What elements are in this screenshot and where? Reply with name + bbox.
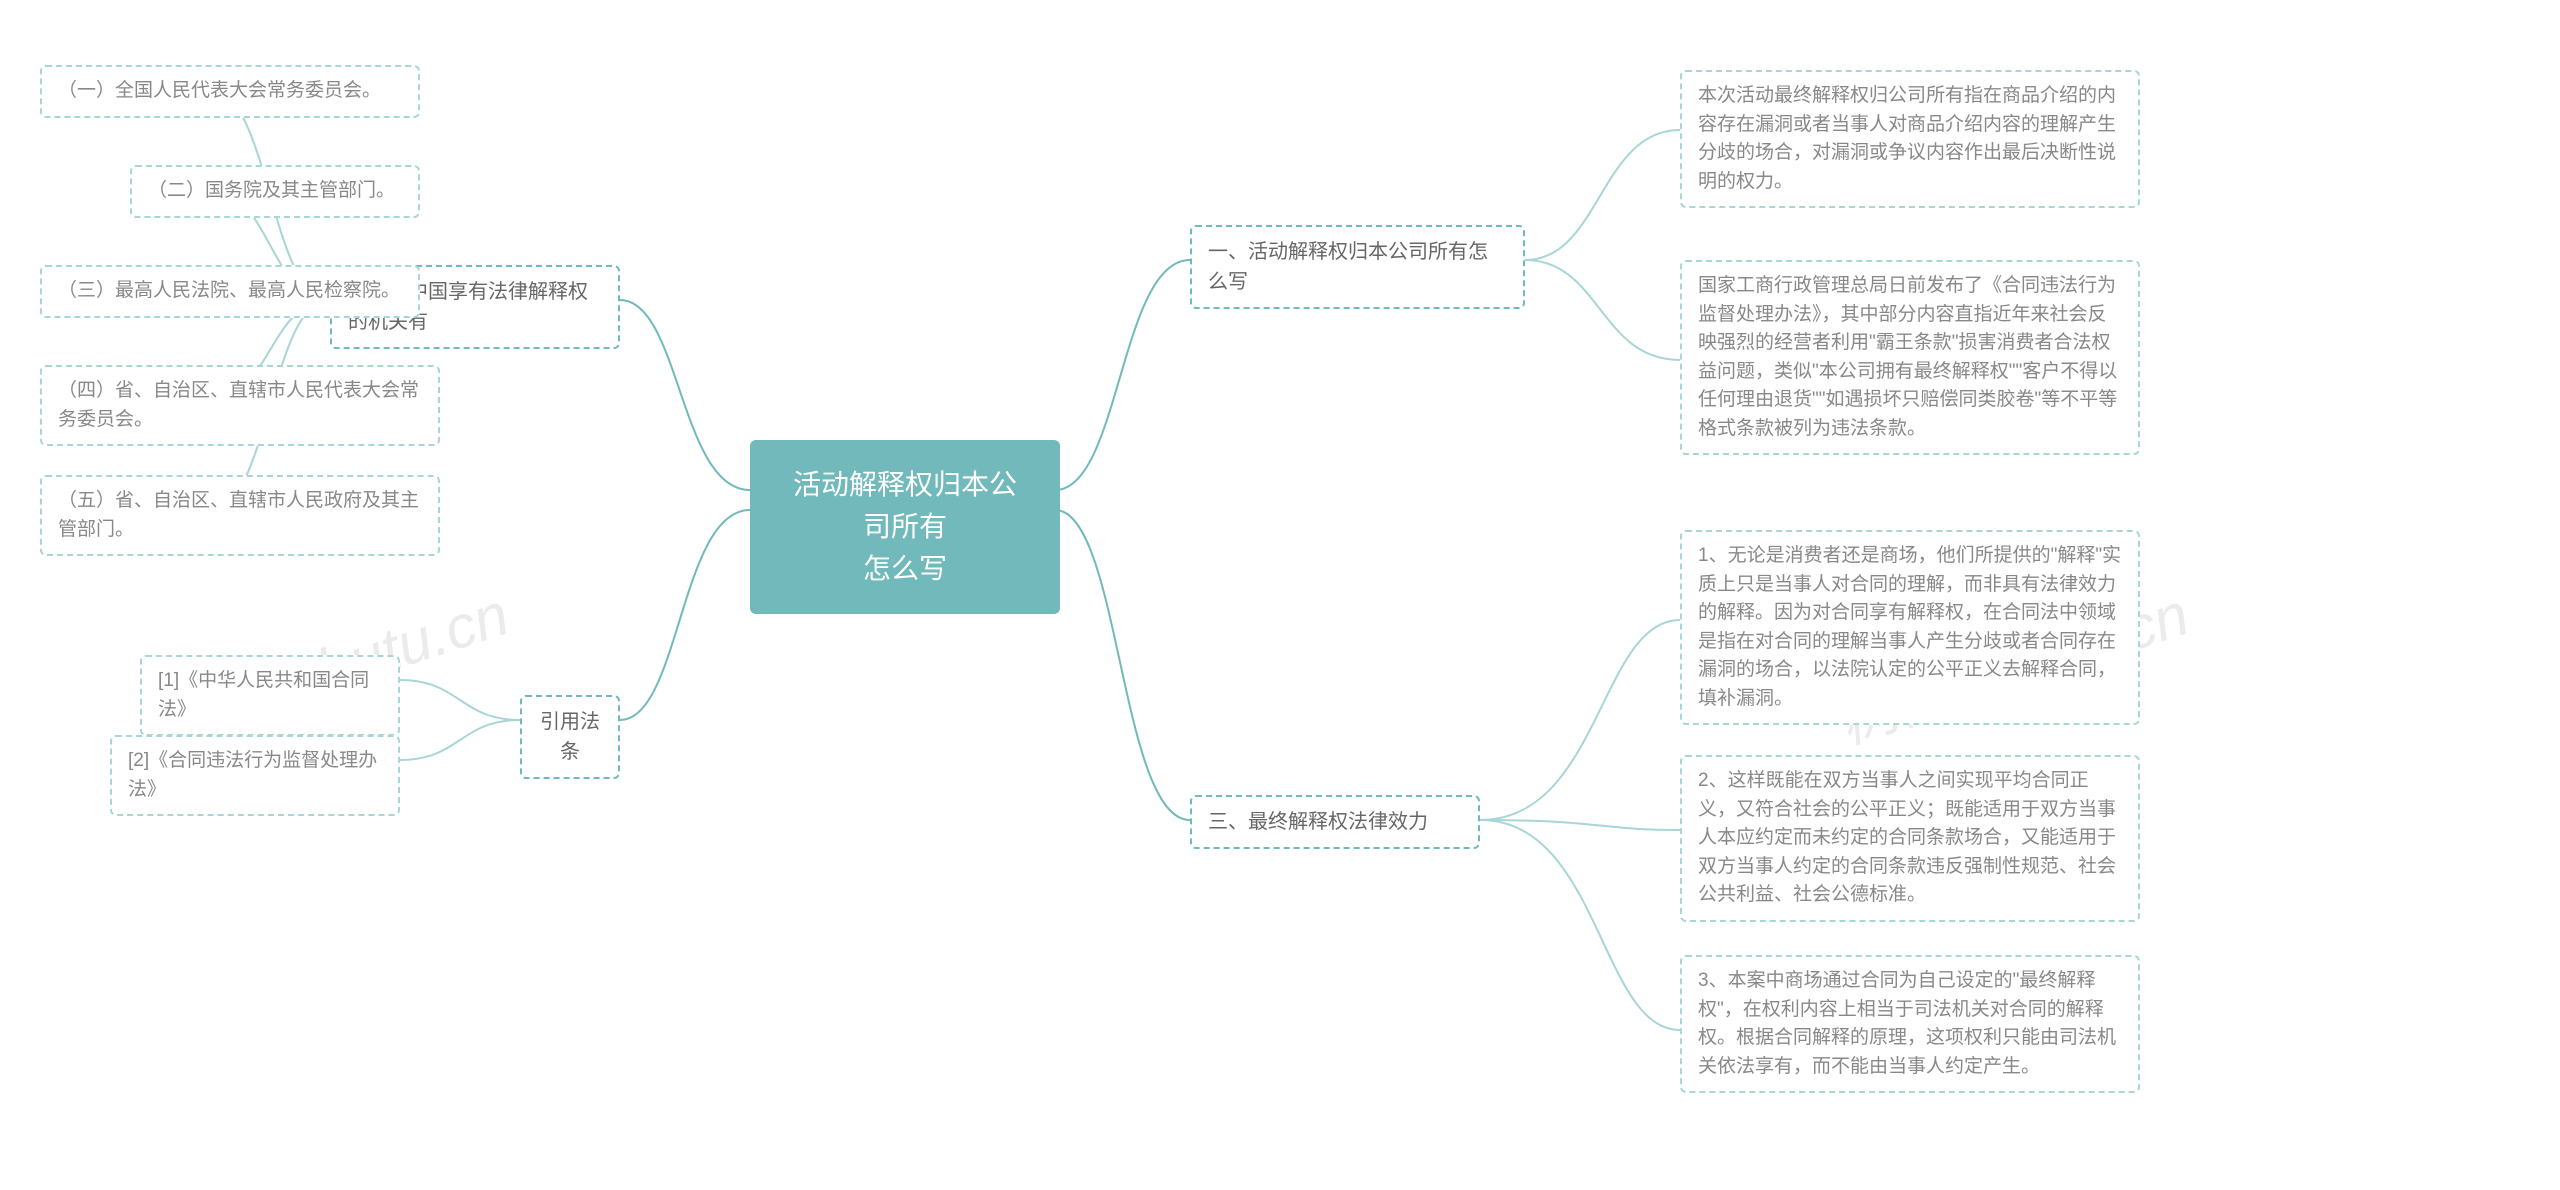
leaf-l2-3-text: （四）省、自治区、直辖市人民代表大会常务委员会。: [58, 380, 419, 430]
branch-right-3-title: 三、最终解释权法律效力: [1208, 811, 1428, 833]
center-line2: 怎么写: [863, 553, 947, 584]
leaf-l2-0-text: （一）全国人民代表大会常务委员会。: [58, 80, 381, 101]
leaf-l2-0: （一）全国人民代表大会常务委员会。: [40, 65, 420, 118]
leaf-l2-4: （五）省、自治区、直辖市人民政府及其主管部门。: [40, 475, 440, 556]
leaf-ref-0-text: [1]《中华人民共和国合同法》: [158, 670, 369, 720]
branch-right-1: 一、活动解释权归本公司所有怎么写: [1190, 225, 1525, 309]
leaf-ref-0: [1]《中华人民共和国合同法》: [140, 655, 400, 736]
leaf-r1-0: 本次活动最终解释权归公司所有指在商品介绍的内容存在漏洞或者当事人对商品介绍内容的…: [1680, 70, 2140, 208]
branch-left-ref-title: 引用法条: [540, 711, 600, 763]
leaf-ref-1: [2]《合同违法行为监督处理办法》: [110, 735, 400, 816]
leaf-ref-1-text: [2]《合同违法行为监督处理办法》: [128, 750, 377, 800]
leaf-r1-1: 国家工商行政管理总局日前发布了《合同违法行为监督处理办法》，其中部分内容直指近年…: [1680, 260, 2140, 455]
leaf-r3-0-text: 1、无论是消费者还是商场，他们所提供的"解释"实质上只是当事人对合同的理解，而非…: [1698, 545, 2121, 709]
branch-right-1-title: 一、活动解释权归本公司所有怎么写: [1208, 241, 1488, 293]
leaf-r3-2: 3、本案中商场通过合同为自己设定的"最终解释权"，在权利内容上相当于司法机关对合…: [1680, 955, 2140, 1093]
leaf-r1-1-text: 国家工商行政管理总局日前发布了《合同违法行为监督处理办法》，其中部分内容直指近年…: [1698, 275, 2117, 439]
leaf-r3-2-text: 3、本案中商场通过合同为自己设定的"最终解释权"，在权利内容上相当于司法机关对合…: [1698, 970, 2116, 1077]
leaf-r3-1-text: 2、这样既能在双方当事人之间实现平均合同正义，又符合社会的公平正义；既能适用于双…: [1698, 770, 2116, 905]
branch-left-ref: 引用法条: [520, 695, 620, 779]
leaf-r3-0: 1、无论是消费者还是商场，他们所提供的"解释"实质上只是当事人对合同的理解，而非…: [1680, 530, 2140, 725]
leaf-l2-1: （二）国务院及其主管部门。: [130, 165, 420, 218]
leaf-r1-0-text: 本次活动最终解释权归公司所有指在商品介绍的内容存在漏洞或者当事人对商品介绍内容的…: [1698, 85, 2116, 192]
leaf-l2-3: （四）省、自治区、直辖市人民代表大会常务委员会。: [40, 365, 440, 446]
leaf-r3-1: 2、这样既能在双方当事人之间实现平均合同正义，又符合社会的公平正义；既能适用于双…: [1680, 755, 2140, 922]
leaf-l2-4-text: （五）省、自治区、直辖市人民政府及其主管部门。: [58, 490, 419, 540]
leaf-l2-2: （三）最高人民法院、最高人民检察院。: [40, 265, 420, 318]
leaf-l2-1-text: （二）国务院及其主管部门。: [148, 180, 395, 201]
branch-right-3: 三、最终解释权法律效力: [1190, 795, 1480, 849]
leaf-l2-2-text: （三）最高人民法院、最高人民检察院。: [58, 280, 400, 301]
center-line1: 活动解释权归本公司所有: [793, 469, 1017, 542]
center-node: 活动解释权归本公司所有 怎么写: [750, 440, 1060, 614]
